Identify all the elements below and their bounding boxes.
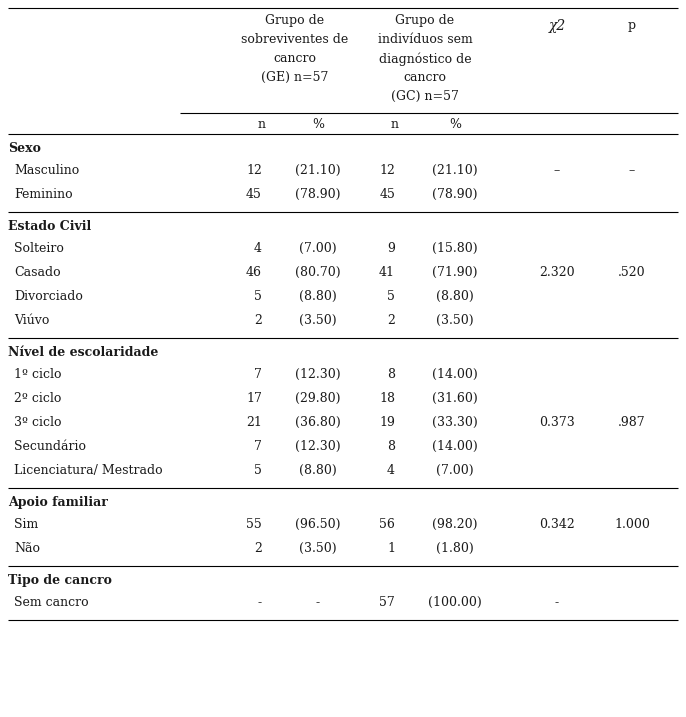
Text: Tipo de cancro: Tipo de cancro: [8, 574, 112, 587]
Text: 8: 8: [387, 440, 395, 453]
Text: 55: 55: [246, 518, 262, 531]
Text: 1º ciclo: 1º ciclo: [14, 368, 62, 381]
Text: p: p: [628, 19, 636, 32]
Text: 21: 21: [246, 416, 262, 429]
Text: 1.000: 1.000: [614, 518, 650, 531]
Text: Secundário: Secundário: [14, 440, 86, 453]
Text: (100.00): (100.00): [428, 596, 482, 609]
Text: 9: 9: [387, 242, 395, 255]
Text: cancro: cancro: [274, 52, 316, 65]
Text: 17: 17: [246, 392, 262, 405]
Text: 7: 7: [254, 368, 262, 381]
Text: 45: 45: [379, 188, 395, 201]
Text: (21.10): (21.10): [295, 164, 341, 177]
Text: 41: 41: [379, 266, 395, 279]
Text: 5: 5: [254, 464, 262, 477]
Text: Licenciatura/ Mestrado: Licenciatura/ Mestrado: [14, 464, 163, 477]
Text: Masculino: Masculino: [14, 164, 80, 177]
Text: %: %: [312, 118, 324, 131]
Text: cancro: cancro: [403, 71, 447, 84]
Text: (7.00): (7.00): [436, 464, 474, 477]
Text: n: n: [258, 118, 266, 131]
Text: χ2: χ2: [548, 19, 566, 33]
Text: 5: 5: [387, 290, 395, 303]
Text: 56: 56: [379, 518, 395, 531]
Text: (3.50): (3.50): [436, 314, 474, 327]
Text: %: %: [449, 118, 461, 131]
Text: 7: 7: [254, 440, 262, 453]
Text: (1.80): (1.80): [436, 542, 474, 555]
Text: (GE) n=57: (GE) n=57: [261, 71, 329, 84]
Text: (80.70): (80.70): [295, 266, 341, 279]
Text: Sem cancro: Sem cancro: [14, 596, 88, 609]
Text: (GC) n=57: (GC) n=57: [391, 90, 459, 103]
Text: Feminino: Feminino: [14, 188, 73, 201]
Text: -: -: [258, 596, 262, 609]
Text: n: n: [391, 118, 399, 131]
Text: 4: 4: [254, 242, 262, 255]
Text: 0.373: 0.373: [539, 416, 575, 429]
Text: Grupo de: Grupo de: [265, 14, 324, 27]
Text: 18: 18: [379, 392, 395, 405]
Text: 2.320: 2.320: [539, 266, 575, 279]
Text: (31.60): (31.60): [432, 392, 478, 405]
Text: (14.00): (14.00): [432, 440, 478, 453]
Text: (12.30): (12.30): [295, 368, 341, 381]
Text: 2: 2: [254, 542, 262, 555]
Text: 57: 57: [379, 596, 395, 609]
Text: (78.90): (78.90): [432, 188, 477, 201]
Text: Viúvo: Viúvo: [14, 314, 49, 327]
Text: Sim: Sim: [14, 518, 38, 531]
Text: .987: .987: [618, 416, 646, 429]
Text: 4: 4: [387, 464, 395, 477]
Text: sobreviventes de: sobreviventes de: [241, 33, 348, 46]
Text: (8.80): (8.80): [299, 290, 337, 303]
Text: (21.10): (21.10): [432, 164, 478, 177]
Text: (71.90): (71.90): [432, 266, 477, 279]
Text: (29.80): (29.80): [295, 392, 341, 405]
Text: (98.20): (98.20): [432, 518, 477, 531]
Text: (7.00): (7.00): [299, 242, 337, 255]
Text: (96.50): (96.50): [295, 518, 341, 531]
Text: Estado Civil: Estado Civil: [8, 220, 91, 233]
Text: indivíduos sem: indivíduos sem: [377, 33, 473, 46]
Text: (3.50): (3.50): [299, 542, 337, 555]
Text: Não: Não: [14, 542, 40, 555]
Text: 12: 12: [246, 164, 262, 177]
Text: 8: 8: [387, 368, 395, 381]
Text: (3.50): (3.50): [299, 314, 337, 327]
Text: (12.30): (12.30): [295, 440, 341, 453]
Text: Divorciado: Divorciado: [14, 290, 83, 303]
Text: Sexo: Sexo: [8, 142, 41, 155]
Text: –: –: [629, 164, 635, 177]
Text: 2: 2: [254, 314, 262, 327]
Text: 2º ciclo: 2º ciclo: [14, 392, 61, 405]
Text: 46: 46: [246, 266, 262, 279]
Text: 0.342: 0.342: [539, 518, 575, 531]
Text: Nível de escolaridade: Nível de escolaridade: [8, 346, 158, 359]
Text: –: –: [554, 164, 560, 177]
Text: 1: 1: [387, 542, 395, 555]
Text: Casado: Casado: [14, 266, 60, 279]
Text: -: -: [316, 596, 320, 609]
Text: diagnóstico de: diagnóstico de: [379, 52, 471, 65]
Text: (14.00): (14.00): [432, 368, 478, 381]
Text: (33.30): (33.30): [432, 416, 478, 429]
Text: (8.80): (8.80): [436, 290, 474, 303]
Text: 3º ciclo: 3º ciclo: [14, 416, 62, 429]
Text: (8.80): (8.80): [299, 464, 337, 477]
Text: .520: .520: [618, 266, 646, 279]
Text: Apoio familiar: Apoio familiar: [8, 496, 108, 509]
Text: 2: 2: [387, 314, 395, 327]
Text: (36.80): (36.80): [295, 416, 341, 429]
Text: 19: 19: [379, 416, 395, 429]
Text: -: -: [555, 596, 559, 609]
Text: 12: 12: [379, 164, 395, 177]
Text: Grupo de: Grupo de: [395, 14, 455, 27]
Text: 45: 45: [246, 188, 262, 201]
Text: 5: 5: [254, 290, 262, 303]
Text: Solteiro: Solteiro: [14, 242, 64, 255]
Text: (78.90): (78.90): [295, 188, 341, 201]
Text: (15.80): (15.80): [432, 242, 478, 255]
